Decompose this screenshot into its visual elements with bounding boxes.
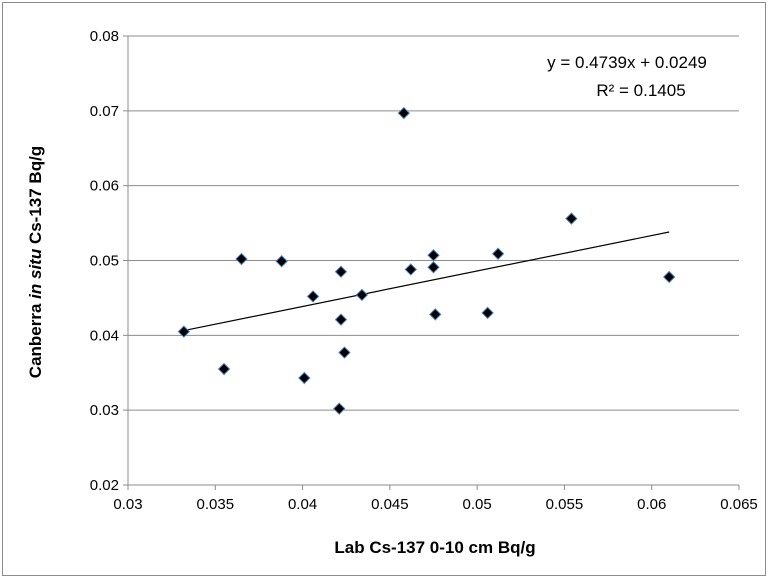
x-tick-label: 0.035 [197, 496, 235, 513]
y-axis-title-part: Canberra [26, 299, 45, 378]
y-axis-title-part: Cs-137 Bq/g [26, 146, 45, 249]
data-points [177, 106, 676, 415]
data-point [427, 249, 440, 262]
data-point [481, 306, 494, 320]
x-tick-label: 0.04 [288, 496, 317, 513]
data-point [355, 288, 369, 302]
trendline-equation: y = 0.4739x + 0.0249 [547, 53, 707, 72]
x-tick-label: 0.03 [113, 496, 142, 513]
x-tick-label: 0.055 [546, 496, 584, 513]
data-point [662, 270, 676, 284]
x-axis-title: Lab Cs-137 0-10 cm Bq/g [334, 538, 535, 557]
data-point [334, 313, 348, 326]
x-tick-label: 0.045 [371, 496, 409, 513]
x-tick-label: 0.05 [463, 496, 492, 513]
y-tick-label: 0.02 [90, 477, 119, 494]
data-point [217, 362, 231, 376]
data-point [338, 346, 351, 359]
x-tick-label: 0.065 [720, 496, 758, 513]
data-point [275, 255, 288, 268]
data-point [306, 290, 320, 303]
data-point [397, 106, 411, 120]
data-point [427, 261, 440, 274]
y-tick-label: 0.03 [90, 402, 119, 419]
scatter-chart: 0.02 0.03 0.04 0.05 0.06 0.07 0.08 0.03 0.035 0.0… [26, 28, 758, 557]
data-point [565, 212, 578, 225]
data-point [235, 252, 248, 266]
data-point [491, 247, 505, 260]
y-tick-label: 0.05 [90, 253, 119, 270]
y-axis-title-part: in situ [26, 248, 45, 299]
data-point [334, 265, 348, 278]
tick-labels: 0.02 0.03 0.04 0.05 0.06 0.07 0.08 0.03 0.035 0.0… [90, 28, 758, 513]
data-point [333, 402, 346, 415]
axes [123, 35, 740, 490]
data-point [298, 371, 311, 385]
data-point [404, 263, 418, 276]
r-squared-label: R² = 0.1405 [596, 81, 685, 100]
trendline [183, 231, 670, 332]
y-tick-label: 0.04 [90, 327, 119, 344]
trendline-layer [183, 231, 670, 332]
y-tick-label: 0.06 [90, 178, 119, 195]
data-point [429, 308, 442, 321]
data-point [177, 325, 191, 338]
y-tick-label: 0.08 [90, 28, 119, 45]
y-tick-label: 0.07 [90, 103, 119, 120]
x-tick-label: 0.06 [637, 496, 666, 513]
y-axis-title: Canberra in situ Cs-137 Bq/g [26, 146, 45, 378]
